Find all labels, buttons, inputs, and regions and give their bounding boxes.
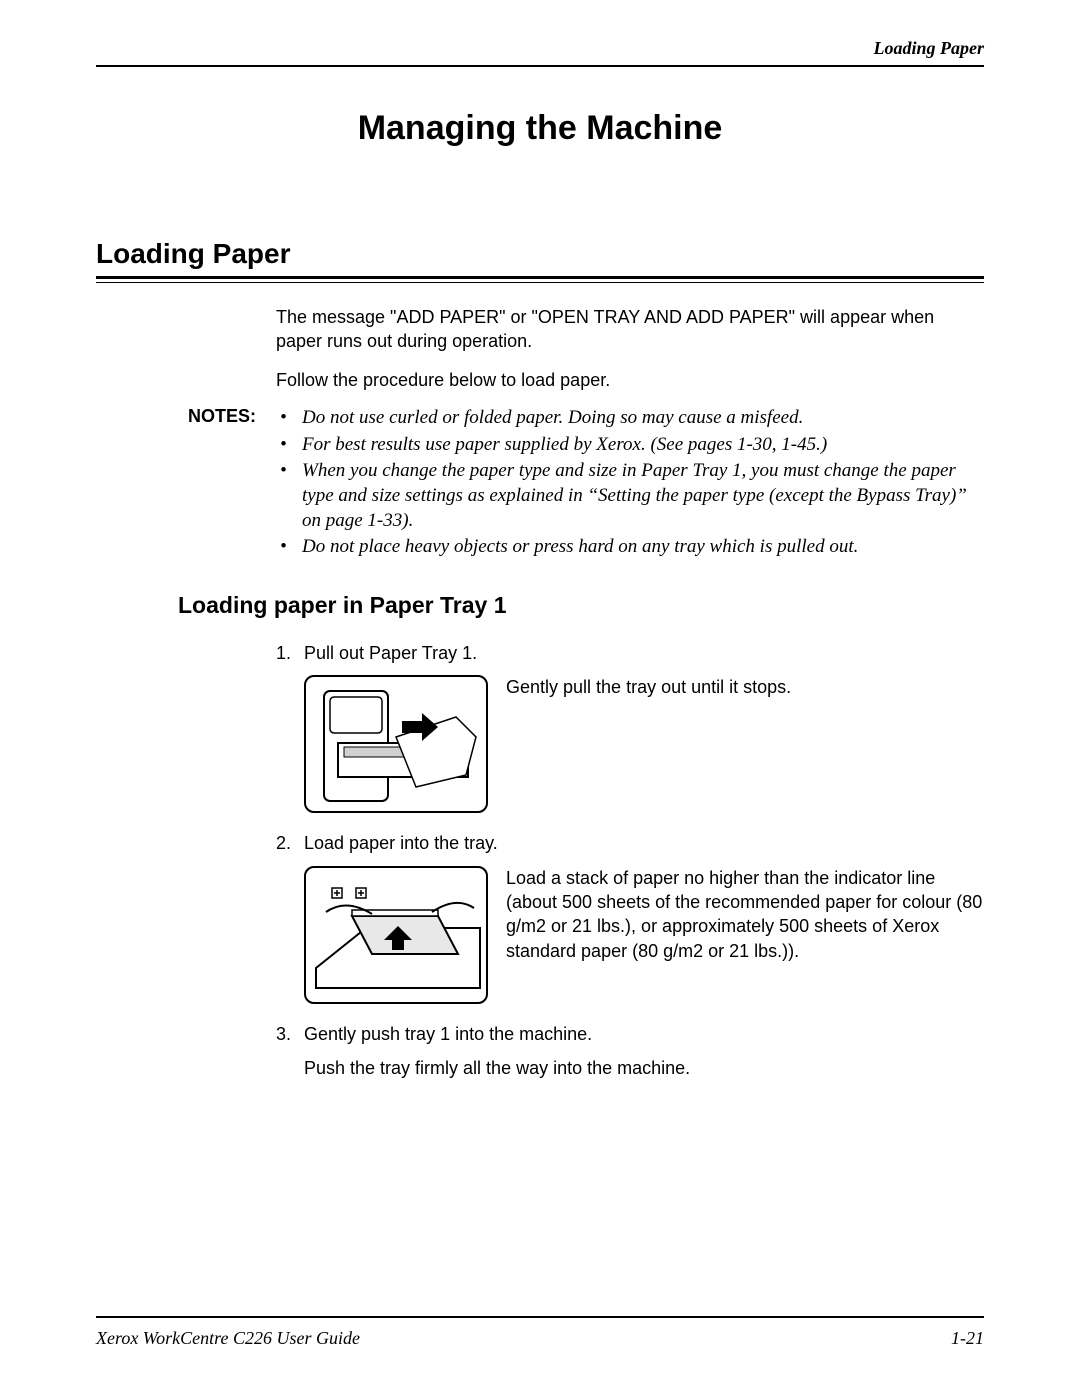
running-header: Loading Paper <box>96 38 984 65</box>
step-heading: Pull out Paper Tray 1. <box>304 641 477 665</box>
notes-block: NOTES: Do not use curled or folded paper… <box>96 406 984 562</box>
page: Loading Paper Managing the Machine Loadi… <box>0 0 1080 1397</box>
step-1: 1. Pull out Paper Tray 1. Gently pull th… <box>276 641 984 813</box>
intro-block: The message "ADD PAPER" or "OPEN TRAY AN… <box>276 305 984 392</box>
step-3: 3. Gently push tray 1 into the machine. … <box>276 1022 984 1081</box>
note-item: For best results use paper supplied by X… <box>276 433 984 458</box>
step-heading: Load paper into the tray. <box>304 831 498 855</box>
step-number: 3. <box>276 1022 304 1046</box>
chapter-title: Managing the Machine <box>96 109 984 148</box>
step-2: 2. Load paper into the tray. <box>276 831 984 1003</box>
footer-page-number: 1-21 <box>951 1328 984 1349</box>
page-footer: Xerox WorkCentre C226 User Guide 1-21 <box>96 1316 984 1349</box>
subsection-title: Loading paper in Paper Tray 1 <box>96 592 984 619</box>
step-number: 2. <box>276 831 304 855</box>
step-heading: Gently push tray 1 into the machine. <box>304 1022 592 1046</box>
footer-guide-title: Xerox WorkCentre C226 User Guide <box>96 1328 360 1349</box>
steps: 1. Pull out Paper Tray 1. Gently pull th… <box>276 641 984 1080</box>
intro-paragraph-1: The message "ADD PAPER" or "OPEN TRAY AN… <box>276 305 984 354</box>
section-double-rule <box>96 276 984 283</box>
step-1-illustration <box>304 675 488 813</box>
note-item: Do not use curled or folded paper. Doing… <box>276 406 984 431</box>
footer-rule <box>96 1316 984 1318</box>
section-title: Loading Paper <box>96 238 984 270</box>
step-number: 1. <box>276 641 304 665</box>
note-item: Do not place heavy objects or press hard… <box>276 535 984 560</box>
step-1-text: Gently pull the tray out until it stops. <box>506 675 984 813</box>
note-item: When you change the paper type and size … <box>276 459 984 533</box>
step-3-subtext: Push the tray firmly all the way into th… <box>304 1056 984 1080</box>
notes-list: Do not use curled or folded paper. Doing… <box>276 406 984 562</box>
intro-paragraph-2: Follow the procedure below to load paper… <box>276 368 984 392</box>
notes-label: NOTES: <box>96 406 276 562</box>
step-2-illustration <box>304 866 488 1004</box>
top-rule <box>96 65 984 67</box>
step-2-text: Load a stack of paper no higher than the… <box>506 866 984 1004</box>
